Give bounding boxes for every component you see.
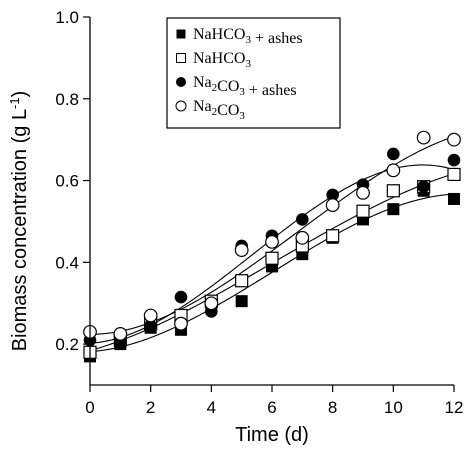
y-axis-title-sup: -1 xyxy=(7,97,22,109)
legend-marker xyxy=(176,77,186,87)
y-tick-label: 0.4 xyxy=(55,253,79,272)
data-point xyxy=(204,296,219,311)
data-point xyxy=(447,132,461,147)
legend-label: NaHCO3 xyxy=(193,50,251,70)
data-point xyxy=(326,188,339,202)
legend-box xyxy=(166,17,341,129)
data-point xyxy=(143,308,158,323)
x-ticks: 0 2 4 6 8 10 12 xyxy=(85,385,463,417)
data-point xyxy=(326,229,340,243)
legend-label: Na2CO3 + ashes xyxy=(193,74,297,99)
data-point xyxy=(234,243,249,257)
data-point xyxy=(296,213,309,226)
x-tick-label: 6 xyxy=(267,398,276,417)
legend-marker xyxy=(176,29,186,39)
y-tick-label: 0.6 xyxy=(55,172,79,191)
y-tick-label: 0.8 xyxy=(55,90,79,109)
data-point xyxy=(447,167,461,182)
data-point xyxy=(416,130,431,145)
y-ticks: 0.2 0.4 0.6 0.8 1.0 xyxy=(55,8,90,354)
legend-label: NaHCO3 + ashes xyxy=(193,26,303,47)
data-point xyxy=(265,251,279,265)
x-tick-label: 10 xyxy=(384,398,403,417)
data-point xyxy=(387,203,400,216)
x-tick-label: 2 xyxy=(146,398,155,417)
data-point xyxy=(144,319,157,333)
data-point xyxy=(387,147,400,161)
data-point xyxy=(386,184,400,198)
data-point xyxy=(113,326,128,341)
data-point xyxy=(295,230,310,245)
data-point xyxy=(265,234,279,249)
data-point xyxy=(417,180,430,193)
x-tick-label: 8 xyxy=(328,398,337,417)
y-axis-title: Biomass concentration (g L-1) xyxy=(7,91,32,352)
x-tick-label: 12 xyxy=(445,398,464,417)
x-axis-title: Time (d) xyxy=(235,424,309,446)
y-tick-label: 0.2 xyxy=(55,335,79,354)
data-point xyxy=(448,192,460,205)
y-axis-title-main: Biomass concentration (g L xyxy=(9,109,31,351)
data-point xyxy=(174,316,188,331)
y-axis-title-tail: ) xyxy=(9,91,31,98)
data-point xyxy=(447,153,461,167)
data-point xyxy=(356,185,370,200)
x-tick-label: 0 xyxy=(85,398,94,417)
data-point xyxy=(174,290,188,304)
x-tick-label: 4 xyxy=(207,398,216,417)
data-point xyxy=(235,295,248,308)
data-point xyxy=(325,198,340,212)
data-point xyxy=(386,163,401,178)
legend-marker xyxy=(176,53,186,63)
data-point xyxy=(356,204,370,218)
y-tick-label: 1.0 xyxy=(55,8,79,27)
legend-label: Na2CO3 xyxy=(193,98,245,122)
data-point xyxy=(235,274,249,288)
legend-marker xyxy=(175,100,187,112)
data-points xyxy=(83,130,461,363)
